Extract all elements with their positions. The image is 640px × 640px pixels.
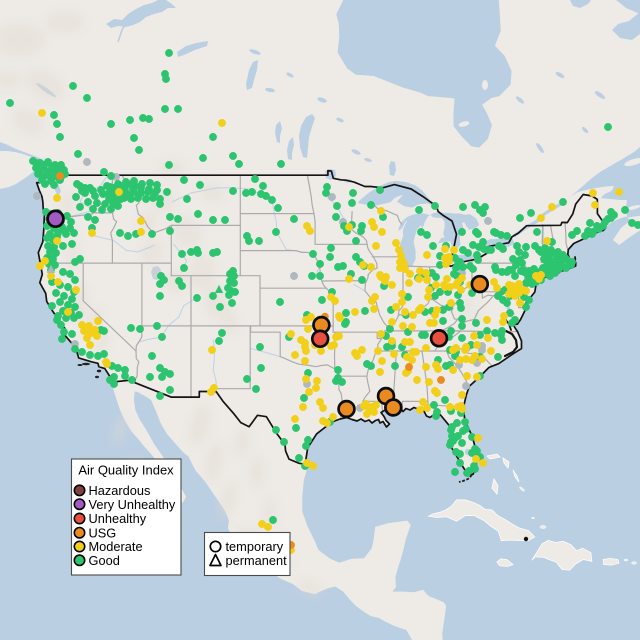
svg-text:Good: Good xyxy=(89,553,120,568)
svg-text:USG: USG xyxy=(89,525,117,540)
svg-text:Air Quality Index: Air Quality Index xyxy=(78,463,174,478)
svg-text:Hazardous: Hazardous xyxy=(89,483,151,498)
svg-text:Unhealthy: Unhealthy xyxy=(89,511,147,526)
svg-text:Moderate: Moderate xyxy=(89,539,143,554)
svg-text:temporary: temporary xyxy=(226,539,284,554)
svg-text:Very Unhealthy: Very Unhealthy xyxy=(89,497,176,512)
svg-text:permanent: permanent xyxy=(226,553,288,568)
